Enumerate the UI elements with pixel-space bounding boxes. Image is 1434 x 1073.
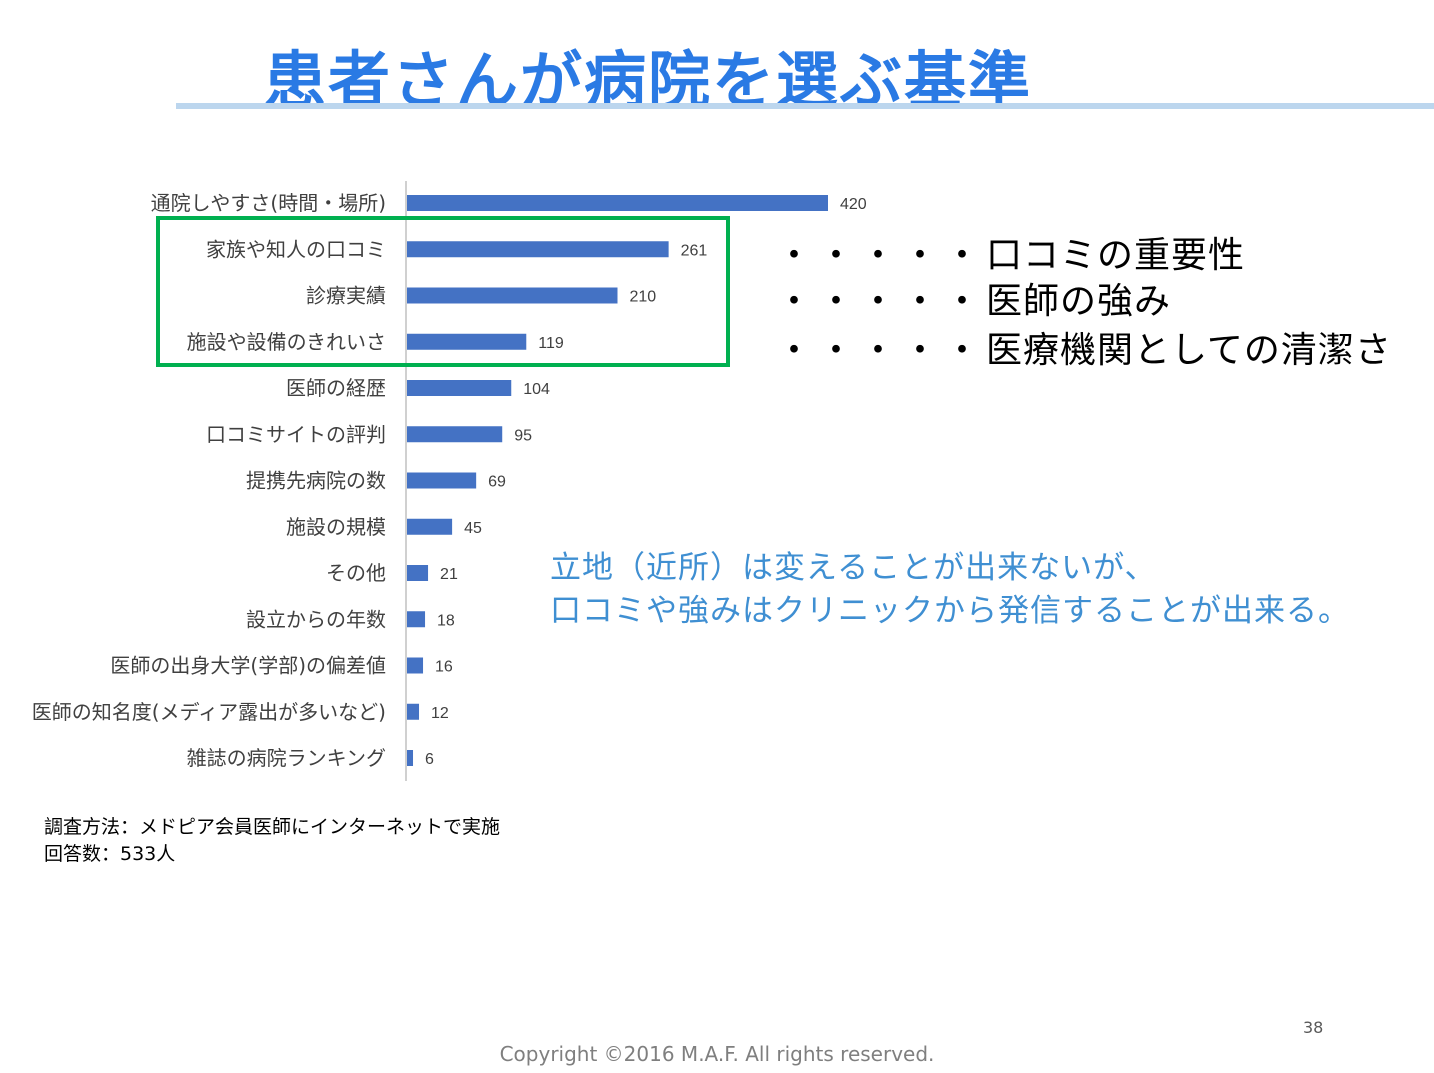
data-label: 16 [435, 659, 453, 676]
note-item-cleanliness: ・・・・・医療機関としての清潔さ [776, 321, 1392, 373]
category-label: 家族や知人の口コミ [206, 237, 386, 261]
note-text: 医療機関としての清潔さ [986, 330, 1392, 371]
note-item-doctor-strength: ・・・・・医師の強み [776, 272, 1171, 324]
bar [407, 657, 424, 674]
data-label: 95 [514, 427, 532, 444]
note-dots: ・・・・・ [776, 281, 987, 322]
data-label: 21 [440, 566, 458, 583]
data-label: 104 [523, 381, 550, 398]
bar [407, 241, 669, 258]
callout-line-2: 口コミや強みはクリニックから発信することが出来る。 [550, 593, 1350, 629]
callout-line-1: 立地（近所）は変えることが出来ないが、 [550, 550, 1157, 586]
title-underline [176, 103, 1434, 109]
data-label: 18 [437, 612, 455, 629]
note-text: 医師の強み [986, 281, 1172, 322]
category-label: 設立からの年数 [246, 607, 386, 631]
data-label: 210 [630, 289, 657, 306]
category-label: 口コミサイトの評判 [206, 422, 386, 446]
bar [407, 703, 420, 720]
bar [407, 472, 477, 489]
category-label: 通院しやすさ(時間・場所) [151, 191, 386, 215]
bar [407, 518, 453, 535]
bar [407, 380, 512, 396]
data-label: 261 [681, 242, 708, 259]
data-label: 119 [538, 335, 564, 352]
category-label: その他 [326, 561, 386, 585]
survey-method: 調査方法：メドピア会員医師にインターネットで実施 [44, 816, 501, 838]
note-dots: ・・・・・ [776, 235, 987, 276]
category-label: 医師の知名度(メディア露出が多いなど) [32, 700, 386, 724]
bar [407, 565, 429, 581]
survey-respondents: 回答数：533人 [44, 843, 176, 865]
data-label: 69 [488, 474, 506, 491]
bar [407, 333, 527, 350]
data-label: 420 [840, 196, 867, 213]
bar [407, 287, 618, 304]
category-label: 施設の規模 [286, 515, 386, 539]
category-label: 提携先病院の数 [246, 469, 386, 493]
category-label: 雑誌の病院ランキング [187, 746, 386, 770]
bar [407, 426, 503, 443]
data-label: 6 [425, 751, 434, 768]
bar [407, 611, 426, 628]
bar [407, 195, 828, 211]
category-label: 施設や設備のきれいさ [187, 330, 386, 354]
bar [407, 750, 414, 766]
data-label: 45 [464, 520, 482, 537]
copyright: Copyright ©2016 M.A.F. All rights reserv… [499, 1042, 935, 1066]
category-label: 診療実績 [306, 284, 386, 308]
note-dots: ・・・・・ [776, 330, 987, 371]
data-label: 12 [431, 705, 449, 722]
page-number: 38 [1303, 1018, 1324, 1037]
note-item-word-of-mouth: ・・・・・口コミの重要性 [776, 226, 1245, 278]
category-label: 医師の出身大学(学部)の偏差値 [110, 654, 386, 678]
category-label: 医師の経歴 [286, 376, 386, 400]
note-text: 口コミの重要性 [986, 235, 1246, 276]
highlight-box [156, 216, 730, 367]
